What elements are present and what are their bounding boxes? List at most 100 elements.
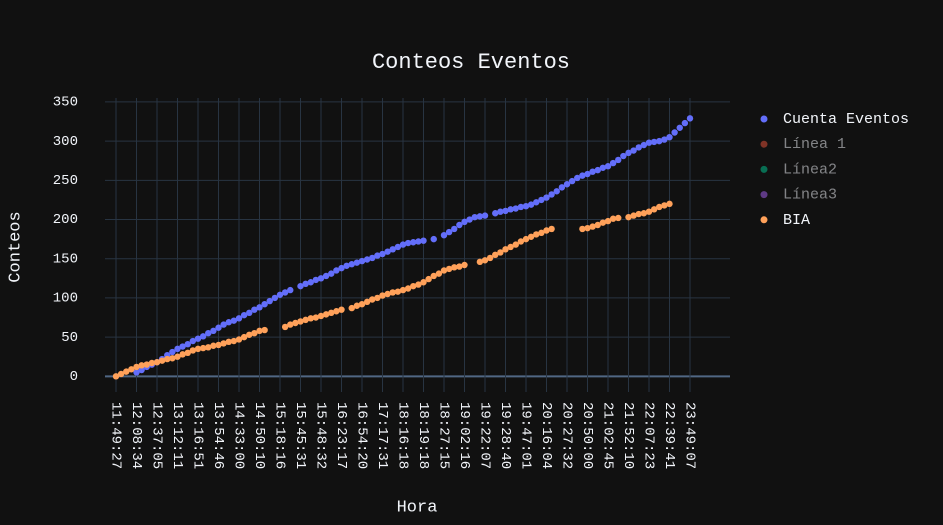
point	[599, 219, 607, 226]
chart-title: Conteos Eventos	[372, 50, 570, 75]
point	[399, 286, 407, 294]
point	[522, 202, 530, 210]
point	[225, 319, 232, 326]
x-tick-label: 19:28:40	[497, 402, 513, 469]
point	[656, 137, 663, 145]
point	[276, 291, 284, 298]
point	[394, 243, 402, 251]
x-tick-label: 17:17:31	[374, 402, 390, 469]
point	[281, 289, 289, 296]
point	[440, 232, 448, 239]
point	[466, 216, 473, 223]
point	[404, 285, 412, 292]
point	[558, 184, 566, 191]
point	[230, 337, 238, 345]
legend-label: Línea 1	[783, 136, 846, 153]
point	[138, 366, 145, 374]
y-tick-label: 0	[70, 369, 78, 385]
point	[256, 327, 263, 335]
point	[205, 330, 212, 337]
point	[563, 181, 571, 188]
point	[625, 213, 632, 221]
point	[435, 270, 443, 277]
point	[456, 263, 463, 270]
point	[322, 272, 330, 280]
point	[164, 355, 171, 363]
point	[133, 369, 140, 376]
point	[389, 289, 396, 296]
point	[594, 221, 601, 229]
point	[445, 228, 453, 236]
point	[287, 321, 294, 328]
point	[661, 136, 668, 143]
x-tick-label: 12:37:05	[148, 402, 164, 469]
point	[292, 319, 299, 327]
x-tick-label: 15:48:32	[312, 402, 328, 469]
point	[579, 172, 586, 179]
point	[584, 224, 591, 232]
point	[538, 229, 545, 237]
point	[461, 218, 468, 226]
x-tick-label: 11:49:27	[107, 402, 123, 469]
point	[589, 168, 596, 175]
point	[517, 203, 525, 211]
point	[333, 267, 340, 274]
point	[230, 317, 238, 324]
x-axis-title: Hora	[397, 498, 438, 517]
point	[527, 233, 535, 240]
y-tick-label: 100	[53, 291, 78, 307]
point	[210, 342, 217, 349]
point	[369, 296, 376, 303]
y-tick-label: 350	[53, 95, 78, 111]
point	[410, 239, 417, 246]
x-tick-label: 22:39:41	[661, 402, 677, 469]
x-tick-label: 23:49:07	[681, 402, 697, 469]
point	[410, 282, 417, 290]
point	[568, 177, 576, 185]
point	[404, 239, 412, 247]
y-tick-label: 50	[61, 330, 78, 346]
point	[492, 210, 499, 217]
point	[415, 238, 422, 245]
point	[486, 254, 494, 262]
legend-label: Cuenta Eventos	[783, 111, 909, 128]
point	[384, 248, 391, 255]
point	[348, 304, 355, 312]
point	[369, 254, 376, 262]
legend-marker	[760, 115, 768, 123]
point	[287, 286, 294, 294]
x-tick-label: 18:27:15	[435, 402, 451, 469]
point	[261, 326, 268, 334]
point	[353, 259, 361, 266]
point	[430, 272, 437, 280]
y-tick-label: 300	[53, 134, 78, 150]
point	[240, 333, 248, 341]
point	[363, 298, 371, 306]
point	[656, 203, 663, 211]
x-tick-label: 20:27:32	[558, 402, 574, 469]
point	[527, 201, 535, 208]
point	[681, 119, 689, 127]
point	[543, 227, 550, 234]
point	[604, 163, 612, 170]
x-tick-label: 21:52:10	[620, 402, 636, 469]
point	[189, 337, 197, 345]
legend-label: BIA	[783, 212, 810, 229]
point	[625, 149, 632, 157]
legend-label: Línea3	[783, 187, 837, 204]
point	[246, 309, 253, 317]
point	[235, 315, 243, 322]
point	[112, 373, 120, 380]
x-tick-label: 22:07:23	[640, 402, 656, 469]
point	[302, 316, 309, 324]
point	[179, 351, 186, 358]
point	[333, 308, 340, 315]
point	[235, 336, 243, 343]
point	[502, 246, 509, 253]
point	[261, 300, 268, 308]
point	[415, 281, 422, 288]
x-tick-label: 20:50:00	[579, 402, 595, 469]
point	[548, 191, 555, 198]
point	[533, 231, 540, 238]
